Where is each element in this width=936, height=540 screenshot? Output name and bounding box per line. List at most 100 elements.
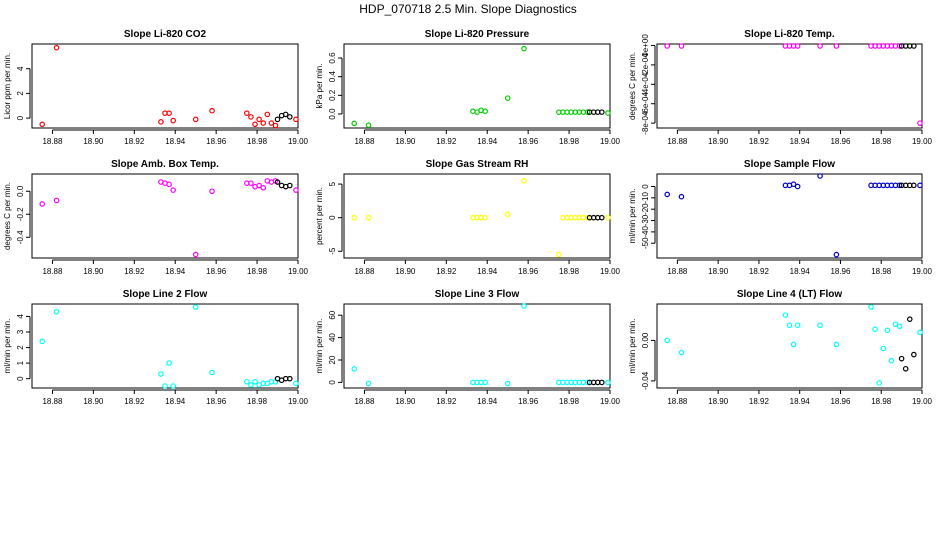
data-point (896, 182, 903, 189)
y-tick-label: -5 (328, 247, 337, 255)
x-tick-label: 18.96 (518, 397, 539, 406)
x-tick-label: 18.96 (206, 267, 227, 276)
y-tick-label: 0.4 (328, 71, 337, 83)
x-tick-label: 18.90 (708, 397, 729, 406)
x-tick-label: 18.98 (871, 137, 892, 146)
data-point (53, 197, 60, 204)
data-point (158, 119, 164, 125)
y-tick-label: 0 (641, 184, 650, 189)
data-point (833, 43, 840, 49)
y-axis-label: degrees C per min. (628, 52, 637, 120)
panel-title: Slope Line 4 (LT) Flow (737, 289, 843, 300)
data-point (260, 120, 267, 126)
data-point (365, 380, 372, 387)
x-tick-label: 18.92 (124, 267, 145, 276)
x-tick-label: 18.96 (830, 397, 851, 406)
plot-frame (343, 43, 611, 129)
data-point-black (599, 379, 605, 386)
panel-title: Slope Amb. Box Temp. (111, 159, 219, 170)
x-tick-label: 18.90 (83, 267, 104, 276)
x-tick-label: 18.90 (83, 397, 104, 406)
y-axis-label: Licor ppm per min. (3, 53, 12, 119)
x-tick-label: 18.92 (124, 397, 145, 406)
data-point (880, 345, 887, 352)
y-tick-label: 0 (328, 215, 337, 220)
x-tick-label: 18.96 (206, 137, 227, 146)
x-tick-label: 18.98 (559, 137, 580, 146)
data-point-black (599, 214, 605, 221)
y-tick-label: -10 (641, 192, 650, 204)
y-axis-label: ml/min per min. (628, 319, 637, 374)
data-point (833, 251, 840, 258)
x-tick-label: 19.00 (288, 397, 309, 406)
y-axis-label: kPa per min. (315, 64, 324, 109)
panel-5: Slope Gas Stream RH 18.88 18.90 18.92 18.94 1… (315, 159, 621, 276)
y-tick-label: -20 (641, 203, 650, 215)
y-tick-label: -50 (641, 237, 650, 249)
data-point (917, 120, 923, 126)
data-point (53, 308, 60, 315)
data-point (896, 323, 903, 330)
y-tick-label: 0.2 (328, 89, 337, 101)
data-point-black (274, 116, 281, 123)
data-point (351, 120, 358, 127)
plot-frame (31, 173, 299, 259)
data-point (158, 371, 164, 377)
data-point-black (282, 111, 289, 118)
y-tick-label: 0.0 (16, 185, 25, 197)
x-tick-label: 18.88 (354, 137, 375, 146)
data-point (888, 357, 895, 364)
y-tick-label: 5 (328, 181, 337, 186)
x-tick-label: 18.88 (42, 267, 63, 276)
x-tick-label: 18.90 (708, 137, 729, 146)
data-point (244, 378, 250, 385)
y-tick-label: -6e-04 (641, 92, 650, 116)
data-point (817, 43, 823, 49)
x-tick-label: 18.90 (395, 397, 416, 406)
y-tick-label: 0 (16, 376, 25, 381)
x-tick-label: 18.96 (830, 137, 851, 146)
data-point (917, 182, 923, 189)
x-tick-label: 18.94 (790, 267, 811, 276)
data-point (53, 44, 60, 51)
data-point-black (911, 43, 917, 49)
data-point (192, 116, 199, 123)
page-title: HDP_070718 2.5 Min. Slope Diagnostics (359, 2, 577, 16)
x-tick-label: 18.98 (559, 397, 580, 406)
data-point-black (911, 351, 917, 358)
data-point (248, 382, 254, 388)
data-point (248, 114, 254, 120)
data-point (868, 304, 874, 310)
data-point-black (906, 316, 913, 322)
x-tick-label: 18.88 (354, 397, 375, 406)
data-point-black (287, 114, 293, 120)
panel-8: Slope Line 3 Flow 18.88 18.90 18.92 18.94 18.… (315, 289, 621, 406)
y-axis-label: degrees C per min. (3, 182, 12, 250)
panel-title: Slope Li-820 Temp. (744, 29, 835, 40)
data-point (166, 360, 172, 366)
data-point (256, 116, 262, 123)
data-point (209, 188, 215, 195)
panel-6: Slope Sample Flow 18.88 18.90 18.92 18.94 18.… (628, 159, 933, 276)
data-point (264, 111, 271, 118)
x-tick-label: 19.00 (600, 137, 621, 146)
x-tick-label: 18.96 (518, 267, 539, 276)
x-tick-label: 18.92 (436, 267, 457, 276)
plot-frame (31, 43, 299, 129)
y-tick-label: 0 (328, 380, 337, 385)
data-point-black (287, 375, 293, 382)
data-point (256, 182, 262, 189)
x-tick-label: 18.88 (354, 267, 375, 276)
data-point (504, 95, 511, 101)
data-point (678, 349, 685, 356)
y-tick-label: -0.4 (16, 230, 25, 244)
x-tick-label: 19.00 (600, 267, 621, 276)
y-axis-label: ml/min per min. (628, 189, 637, 244)
data-point (170, 117, 176, 124)
data-point (896, 43, 903, 49)
x-tick-label: 19.00 (600, 397, 621, 406)
x-tick-label: 19.00 (912, 137, 933, 146)
plot-frame (343, 303, 611, 389)
data-point (794, 43, 801, 49)
